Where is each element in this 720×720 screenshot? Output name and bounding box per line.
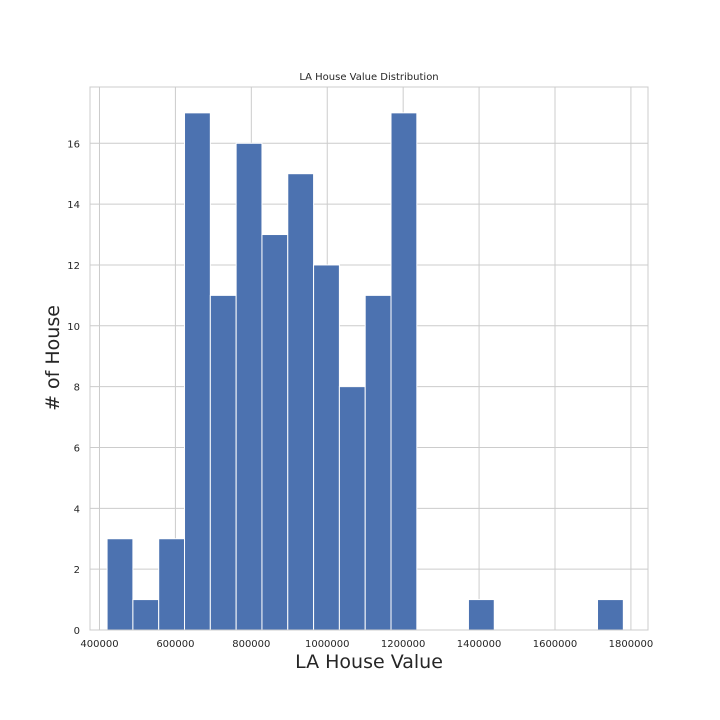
x-tick-label: 600000 — [156, 639, 194, 650]
x-tick-label: 1200000 — [381, 639, 426, 650]
histogram-bar — [313, 264, 340, 631]
y-tick-label: 12 — [67, 261, 80, 272]
histogram-bar — [132, 599, 160, 631]
y-tick-label: 2 — [74, 565, 80, 576]
y-tick-label: 6 — [74, 443, 80, 454]
y-tick-label: 4 — [74, 504, 80, 515]
y-tick-label: 14 — [67, 200, 80, 211]
histogram-bar — [467, 599, 495, 631]
x-tick-label: 1400000 — [457, 639, 502, 650]
y-tick-label: 10 — [67, 322, 80, 333]
histogram-bar — [287, 173, 315, 631]
histogram-bar — [106, 538, 134, 631]
histogram-bar — [261, 234, 289, 631]
x-tick-label: 800000 — [232, 639, 270, 650]
x-tick-label: 1600000 — [533, 639, 578, 650]
histogram-bar — [184, 112, 211, 631]
y-axis-label: # of House — [42, 305, 64, 411]
y-tick-label: 0 — [74, 626, 80, 637]
x-axis-label: LA House Value — [295, 651, 443, 673]
histogram-bar — [158, 538, 186, 631]
histogram-bar — [390, 112, 418, 631]
x-tick-labels: 400000 600000 800000 1000000 1200000 1400000 1… — [80, 639, 653, 650]
y-tick-label: 8 — [74, 383, 80, 394]
histogram-bar — [597, 599, 624, 631]
x-tick-label: 1000000 — [305, 639, 350, 650]
y-tick-labels: 0 2 4 6 8 10 12 14 16 — [67, 139, 80, 637]
histogram-bar — [209, 294, 237, 631]
histogram-bar — [364, 294, 392, 631]
x-tick-label: 400000 — [80, 639, 118, 650]
y-tick-label: 16 — [67, 139, 80, 150]
bar-layer — [106, 112, 624, 631]
histogram-bar — [338, 386, 366, 631]
plot-frame — [89, 86, 649, 631]
x-tick-label: 1800000 — [609, 639, 654, 650]
histogram-bar — [235, 142, 263, 631]
chart-title: LA House Value Distribution — [299, 72, 438, 83]
